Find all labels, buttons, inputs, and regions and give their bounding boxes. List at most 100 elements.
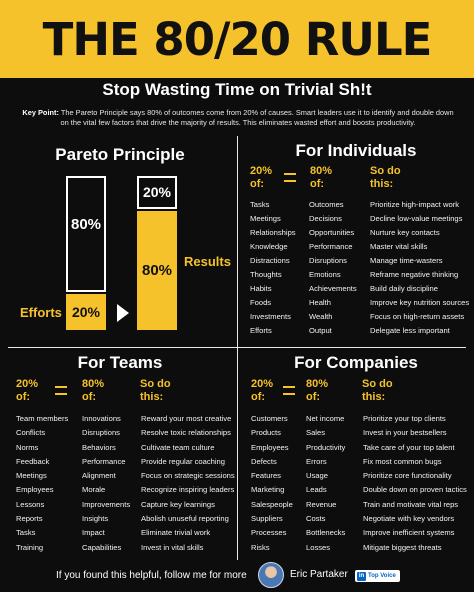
pareto-title: Pareto Principle [55, 145, 185, 164]
list-item: Losses [306, 542, 331, 552]
individuals-list-80: Outcomes Decisions Opportunities Performanc… [309, 198, 357, 338]
key-point-text: The Pareto Principle says 80% of outcome… [58, 108, 454, 127]
list-item: Habits [250, 284, 272, 293]
efforts-bar-outline [66, 176, 106, 292]
list-item: Prioritize high-impact work [370, 200, 460, 209]
vertical-divider [237, 136, 238, 560]
list-item: Reframe negative thinking [370, 270, 459, 279]
list-item: Performance [82, 456, 126, 466]
list-item: Performance [309, 242, 353, 251]
list-item: Manage time-wasters [370, 256, 443, 265]
teams-head-20: 20% of: [16, 378, 39, 403]
top-voice-badge: in Top Voice [355, 570, 400, 582]
individuals-title: For Individuals [295, 141, 417, 160]
list-item: Provide regular coaching [141, 456, 226, 466]
teams-list-80: Innovations Disruptions Behaviors Performan… [82, 412, 130, 555]
list-item: Errors [306, 456, 327, 466]
list-item: Improvements [82, 499, 131, 509]
list-item: Focus on strategic sessions [141, 471, 235, 481]
list-item: Outcomes [309, 200, 344, 209]
key-point: Key Point: The Pareto Principle says 80%… [18, 108, 458, 127]
list-item: Features [251, 471, 281, 481]
list-item: Impact [82, 528, 105, 538]
list-item: Net income [306, 414, 345, 423]
list-item: Costs [306, 514, 326, 524]
list-item: Employees [16, 485, 54, 495]
list-item: Disruptions [309, 256, 347, 265]
companies-list-20: Customers Products Employees Defects Feature… [251, 412, 293, 555]
list-item: Resolve toxic relationships [141, 428, 231, 438]
equals-icon [284, 173, 296, 182]
list-item: Morale [82, 485, 106, 495]
avatar[interactable] [258, 562, 284, 588]
teams-list-20: Team members Conflicts Norms Feedback Meetin… [16, 412, 68, 555]
list-item: Sales [306, 428, 325, 438]
list-item: Thoughts [250, 270, 282, 279]
list-item: Innovations [82, 414, 121, 423]
equals-icon [283, 386, 295, 395]
list-item: Build daily discipline [370, 284, 438, 293]
list-item: Bottlenecks [306, 528, 346, 538]
list-item: Opportunities [309, 228, 355, 237]
list-item: Training [16, 542, 44, 552]
list-item: Abolish unuseful reporting [141, 514, 229, 524]
header-banner: THE 80/20 RULE [0, 0, 474, 78]
list-item: Capture key learnings [141, 499, 215, 509]
companies-head-do: So do this: [362, 378, 393, 403]
individuals-list-20: Tasks Meetings Relationships Knowledge Distr… [250, 198, 296, 338]
author-name[interactable]: Eric Partaker [290, 569, 348, 580]
list-item: Meetings [16, 471, 47, 481]
efforts-bar-fill: 20% [66, 294, 106, 330]
list-item: Decline low-value meetings [370, 214, 463, 223]
list-item: Insights [82, 514, 109, 524]
results-bar-fill: 80% [137, 211, 177, 330]
list-item: Products [251, 428, 281, 438]
subtitle: Stop Wasting Time on Trivial Sh!t [102, 80, 372, 99]
list-item: Conflicts [16, 428, 46, 438]
companies-list-80: Net income Sales Productivity Errors Usage Le… [306, 412, 345, 555]
teams-head-do: So do this: [140, 378, 171, 403]
list-item: Decisions [309, 214, 342, 223]
list-item: Improve inefficient systems [363, 528, 455, 538]
list-item: Reward your most creative [141, 414, 232, 423]
list-item: Prioritize your top clients [363, 414, 446, 423]
efforts-bar-top-value: 80% [70, 216, 102, 233]
list-item: Wealth [309, 312, 333, 321]
list-item: Revenue [306, 499, 337, 509]
page-title: THE 80/20 RULE [42, 12, 433, 66]
horizontal-divider [8, 347, 466, 348]
list-item: Marketing [251, 485, 285, 495]
list-item: Capabilities [82, 542, 122, 552]
results-bar-top-value: 20% [142, 184, 172, 200]
list-item: Invest in your bestsellers [363, 428, 447, 438]
list-item: Output [309, 326, 332, 335]
list-item: Suppliers [251, 514, 283, 524]
list-item: Feedback [16, 456, 50, 466]
list-item: Risks [251, 542, 270, 552]
arrow-right-icon [117, 304, 129, 322]
companies-list-actions: Prioritize your top clients Invest in you… [363, 412, 467, 555]
list-item: Defects [251, 456, 277, 466]
list-item: Norms [16, 442, 39, 452]
efforts-label: Efforts [20, 305, 62, 320]
list-item: Reports [16, 514, 43, 524]
list-item: Foods [250, 298, 272, 307]
list-item: Eliminate trivial work [141, 528, 211, 538]
list-item: Distractions [250, 256, 290, 265]
list-item: Take care of your top talent [363, 442, 455, 452]
list-item: Health [309, 298, 331, 307]
badge-label: Top Voice [368, 573, 396, 579]
individuals-head-do: So do this: [370, 165, 401, 190]
list-item: Focus on high-return assets [370, 312, 465, 321]
list-item: Emotions [309, 270, 341, 279]
list-item: Tasks [250, 200, 270, 209]
list-item: Prioritize core functionality [363, 471, 452, 481]
teams-title: For Teams [77, 353, 163, 372]
companies-head-20: 20% of: [251, 378, 274, 403]
equals-icon [55, 386, 67, 395]
list-item: Disruptions [82, 428, 120, 438]
companies-title: For Companies [294, 353, 418, 372]
individuals-head-20: 20% of: [250, 165, 273, 190]
list-item: Recognize inspiring leaders [141, 485, 235, 495]
list-item: Customers [251, 414, 288, 423]
